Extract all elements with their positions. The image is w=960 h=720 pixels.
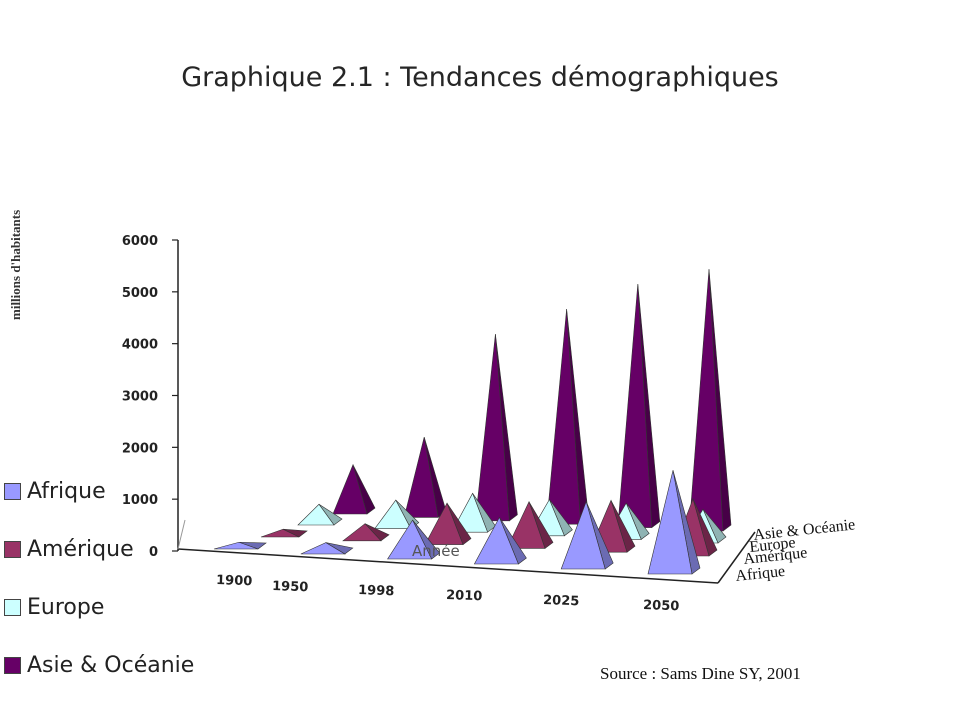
- legend-swatch: [4, 540, 21, 558]
- y-tick-label: 3000: [122, 390, 158, 405]
- legend-item: Afrique: [4, 462, 194, 520]
- pyramid-front-face: [342, 523, 382, 542]
- pyramid-front-face: [213, 541, 259, 550]
- x-tick-label: 1900: [216, 573, 253, 589]
- y-tick-label: 5000: [122, 286, 158, 301]
- depth-label: Europe: [749, 534, 797, 556]
- depth-label: Amérique: [743, 544, 808, 568]
- pyramid-front-face: [403, 436, 439, 518]
- y-tick-label: 0: [149, 545, 158, 560]
- x-axis-title: Année: [412, 542, 460, 560]
- depth-label: Afrique: [735, 563, 786, 585]
- x-tick-label: 2050: [643, 598, 680, 614]
- floor-left-edge: [177, 519, 186, 550]
- legend-item: Europe: [4, 578, 194, 636]
- pyramid-am-rique-1950: [342, 523, 390, 542]
- pyramid-afrique-1900: [213, 541, 267, 550]
- x-tick-label: 1998: [358, 583, 395, 599]
- pyramid-front-face: [506, 500, 546, 549]
- legend-label: Asie & Océanie: [27, 652, 195, 678]
- pyramid-front-face: [260, 528, 300, 538]
- pyramid-am-rique-1998: [424, 502, 472, 546]
- pyramid-afrique-2025: [560, 500, 614, 570]
- pyramid-am-rique-1900: [260, 528, 308, 538]
- legend-swatch: [4, 598, 21, 616]
- depth-axis-line: [717, 531, 756, 584]
- legend-item: Amérique: [4, 520, 194, 578]
- x-tick-label: 2025: [543, 593, 580, 609]
- pyramid-asie-oc-anie-1900: [332, 463, 376, 515]
- pyramid-front-face: [297, 503, 335, 526]
- legend-label: Europe: [27, 594, 105, 620]
- pyramid-europe-1998: [451, 492, 497, 533]
- pyramid-afrique-1998: [387, 519, 441, 560]
- pyramid-front-face: [560, 500, 606, 570]
- y-tick-label: 6000: [122, 234, 158, 249]
- pyramid-asie-oc-anie-1998: [475, 334, 518, 522]
- pyramid-front-face: [387, 519, 433, 560]
- pyramid-am-rique-2010: [506, 500, 554, 549]
- y-tick-label: 4000: [122, 338, 158, 353]
- chart-title: Graphique 2.1 : Tendances démographiques: [181, 62, 779, 93]
- pyramid-front-face: [647, 470, 693, 575]
- y-tick-label: 2000: [122, 441, 158, 456]
- pyramid-front-face: [424, 502, 464, 545]
- legend-item: Asie & Océanie: [4, 636, 194, 694]
- pyramid-front-face: [473, 516, 519, 565]
- pyramid-asie-oc-anie-2010: [546, 309, 589, 525]
- pyramid-asie-oc-anie-1950: [403, 436, 447, 518]
- pyramid-europe-1900: [297, 503, 343, 526]
- pyramid-front-face: [475, 334, 510, 522]
- pyramid-front-face: [374, 499, 412, 529]
- pyramid-front-face: [332, 463, 368, 515]
- legend-label: Afrique: [27, 478, 106, 504]
- legend-swatch: [4, 482, 21, 500]
- pyramid-asie-oc-anie-2025: [617, 283, 661, 529]
- x-tick-label: 1950: [272, 579, 309, 595]
- source-note: Source : Sams Dine SY, 2001: [600, 664, 801, 683]
- pyramid-afrique-2010: [473, 516, 527, 565]
- legend-label: Amérique: [27, 536, 134, 562]
- pyramid-front-face: [451, 492, 489, 533]
- x-tick-label: 2010: [446, 588, 483, 604]
- legend: Afrique Amérique Europe Asie & Océanie: [4, 462, 194, 694]
- y-tick-label: 1000: [122, 493, 158, 508]
- pyramid-afrique-2050: [647, 470, 701, 575]
- pyramid-afrique-1950: [300, 542, 354, 555]
- pyramid-asie-oc-anie-2050: [688, 269, 732, 532]
- depth-label: Asie & Océanie: [753, 516, 856, 544]
- pyramid-front-face: [300, 542, 346, 555]
- legend-swatch: [4, 656, 21, 674]
- x-axis-line: [177, 548, 719, 584]
